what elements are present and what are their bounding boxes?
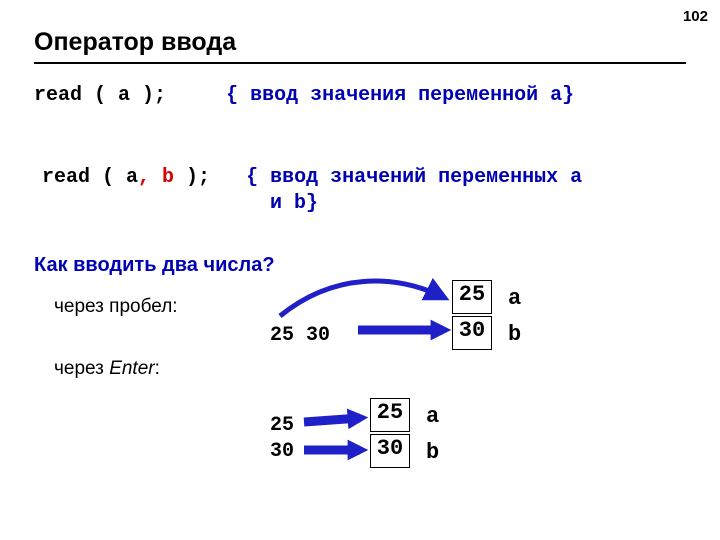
code-comment-2b: и b} bbox=[270, 192, 318, 215]
code-stmt-2-post: ); bbox=[174, 166, 210, 189]
label-enter-pre: через bbox=[54, 358, 109, 379]
box-b-2: 30 bbox=[370, 434, 410, 468]
code-stmt-1: read ( a ); bbox=[34, 84, 166, 107]
code-comment-1: { ввод значения переменной a} bbox=[226, 84, 574, 107]
input-space: 25 30 bbox=[270, 324, 330, 347]
title-rule bbox=[34, 62, 686, 64]
code-line-1: read ( a ); { ввод значения переменной a… bbox=[34, 84, 574, 107]
input-enter-1: 25 bbox=[270, 414, 294, 437]
var-b-1: b bbox=[508, 322, 521, 347]
arrow-curve bbox=[280, 281, 445, 316]
code-stmt-2-red: , b bbox=[138, 166, 174, 189]
page-title: Оператор ввода bbox=[34, 28, 236, 57]
subheading: Как вводить два числа? bbox=[34, 254, 275, 277]
code-line-2: read ( a, b ); { ввод значений переменны… bbox=[42, 166, 582, 189]
box-a-1: 25 bbox=[452, 280, 492, 314]
code-stmt-2-pre: read ( a bbox=[42, 166, 138, 189]
box-a-2: 25 bbox=[370, 398, 410, 432]
arrow-straight-2 bbox=[304, 418, 360, 422]
var-a-2: a bbox=[426, 404, 439, 429]
code-comment-2a: { ввод значений переменных a bbox=[246, 166, 582, 189]
var-a-1: a bbox=[508, 286, 521, 311]
input-enter-2: 30 bbox=[270, 440, 294, 463]
page-number: 102 bbox=[683, 8, 708, 25]
label-enter-italic: Enter bbox=[109, 358, 154, 379]
box-b-1: 30 bbox=[452, 316, 492, 350]
label-space: через пробел: bbox=[54, 296, 178, 318]
var-b-2: b bbox=[426, 440, 439, 465]
label-enter: через Enter: bbox=[54, 358, 160, 380]
label-enter-post: : bbox=[155, 358, 160, 379]
